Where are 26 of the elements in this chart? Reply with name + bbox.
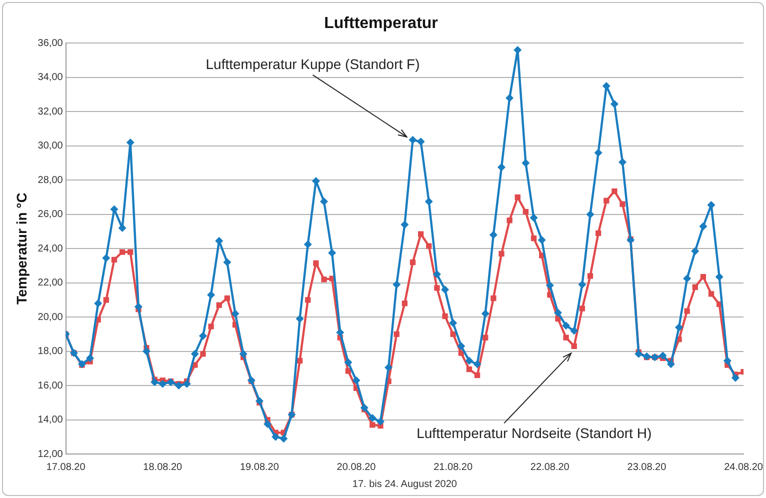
x-tick-label: 18.08.20 [143,462,183,473]
x-tick-label: 21.08.20 [434,462,473,473]
text: Lufttemperatur Kuppe (Standort F) [206,56,420,72]
y-tick-label: 30,00 [38,140,64,152]
x-axis-title: 17. bis 24. August 2020 [352,478,458,490]
text: Lufttemperatur Nordseite (Standort H) [416,425,652,442]
y-axis-title: Temperatur in °C [13,192,30,305]
y-tick-label: 26,00 [38,209,64,220]
chart-title: Lufttemperatur [324,15,438,32]
y-tick-label: 22,00 [38,278,64,289]
y-tick-label: 16,00 [38,380,64,392]
x-tick-label: 23.08.20 [627,462,667,473]
y-tick-label: 18,00 [38,346,64,358]
x-tick-label: 22.08.20 [530,462,570,473]
x-tick-label: 17.08.20 [46,462,86,473]
x-tick-label: 20.08.20 [336,462,376,473]
y-tick-label: 28,00 [38,174,64,186]
y-tick-label: 20,00 [38,312,64,323]
x-tick-label: 24.08.20 [724,462,764,473]
y-tick-label: 34,00 [38,72,64,84]
y-tick-label: 36,00 [38,38,64,49]
x-tick-label: 19.08.20 [240,462,280,473]
y-tick-label: 14,00 [38,414,64,426]
y-tick-label: 12,00 [38,448,64,460]
y-tick-label: 24,00 [38,243,64,254]
y-tick-label: 32,00 [38,106,64,118]
